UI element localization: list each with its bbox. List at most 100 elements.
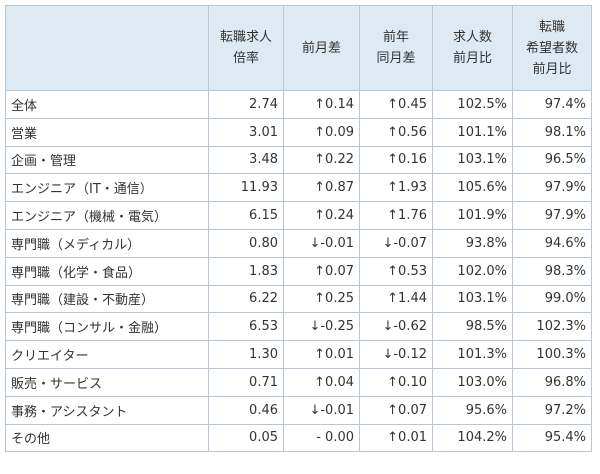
header-line: 前月差 bbox=[301, 40, 341, 56]
cell-category: クリエイター bbox=[5, 340, 209, 369]
table-row: 全体 2.74 ↑0.14 ↑0.45 102.5% 97.4% bbox=[5, 90, 592, 119]
cell-openings-mom: 101.1% bbox=[432, 117, 513, 147]
cell-openings-mom: 101.9% bbox=[432, 201, 513, 230]
cell-mom-diff: ↑0.09 bbox=[283, 117, 360, 147]
cell-transfer-ratio: 11.93 bbox=[208, 173, 284, 203]
cell-openings-mom: 93.8% bbox=[432, 228, 513, 258]
cell-mom-diff: ↑0.04 bbox=[283, 367, 360, 397]
table-body: 全体 2.74 ↑0.14 ↑0.45 102.5% 97.4% 営業 3.01 ↑0.09 ↑0… bbox=[5, 90, 592, 453]
cell-yoy-diff: ↑1.44 bbox=[359, 284, 433, 314]
header-line: 希望者数 bbox=[525, 40, 578, 56]
cell-mom-diff: - 0.00 bbox=[283, 423, 360, 453]
cell-applicants-mom: 94.6% bbox=[512, 228, 592, 258]
cell-category: 販売・サービス bbox=[5, 367, 209, 397]
cell-applicants-mom: 97.4% bbox=[512, 90, 592, 119]
cell-category: 専門職（化学・食品） bbox=[5, 256, 209, 286]
header-line: 前月比 bbox=[452, 51, 492, 66]
cell-openings-mom: 98.5% bbox=[432, 312, 513, 342]
cell-applicants-mom: 97.9% bbox=[512, 201, 592, 230]
cell-category: 営業 bbox=[5, 117, 209, 147]
cell-applicants-mom: 98.3% bbox=[512, 256, 592, 286]
header-line: 転職求人 bbox=[219, 30, 272, 45]
cell-yoy-diff: ↑0.10 bbox=[359, 367, 433, 397]
cell-yoy-diff: ↑0.53 bbox=[359, 256, 433, 286]
cell-yoy-diff: ↓-0.07 bbox=[359, 228, 433, 258]
cell-transfer-ratio: 6.15 bbox=[208, 201, 284, 230]
table-row: 専門職（コンサル・金融） 6.53 ↓-0.25 ↓-0.62 98.5% 102.3% bbox=[5, 312, 592, 342]
table-row: 販売・サービス 0.71 ↑0.04 ↑0.10 103.0% 96.8% bbox=[5, 367, 592, 397]
cell-applicants-mom: 100.3% bbox=[512, 340, 592, 369]
header-category bbox=[5, 5, 209, 91]
header-line: 同月差 bbox=[376, 51, 416, 66]
cell-applicants-mom: 99.0% bbox=[512, 284, 592, 314]
cell-mom-diff: ↑0.22 bbox=[283, 145, 360, 175]
table-row: 営業 3.01 ↑0.09 ↑0.56 101.1% 98.1% bbox=[5, 117, 592, 147]
cell-category: 事務・アシスタント bbox=[5, 395, 209, 425]
cell-applicants-mom: 102.3% bbox=[512, 312, 592, 342]
cell-mom-diff: ↑0.25 bbox=[283, 284, 360, 314]
cell-applicants-mom: 97.9% bbox=[512, 173, 592, 203]
table-row: 事務・アシスタント 0.46 ↓-0.01 ↑0.07 95.6% 97.2% bbox=[5, 395, 592, 425]
cell-yoy-diff: ↑0.07 bbox=[359, 395, 433, 425]
cell-openings-mom: 105.6% bbox=[432, 173, 513, 203]
cell-openings-mom: 104.2% bbox=[432, 423, 513, 453]
cell-category: エンジニア（機械・電気） bbox=[5, 201, 209, 230]
table-row: 専門職（建設・不動産） 6.22 ↑0.25 ↑1.44 103.1% 99.0% bbox=[5, 284, 592, 314]
header-yoy-diff: 前年 同月差 bbox=[359, 5, 433, 91]
cell-category: 専門職（メディカル） bbox=[5, 228, 209, 258]
cell-yoy-diff: ↑0.45 bbox=[359, 90, 433, 119]
cell-category: エンジニア（IT・通信） bbox=[5, 173, 209, 203]
cell-yoy-diff: ↓-0.62 bbox=[359, 312, 433, 342]
header-line: 転職 bbox=[538, 19, 565, 35]
cell-mom-diff: ↑0.24 bbox=[283, 201, 360, 230]
cell-category: 全体 bbox=[5, 90, 209, 119]
cell-applicants-mom: 98.1% bbox=[512, 117, 592, 147]
table-header: 転職求人 倍率 前月差 前年 同月差 求人数 前月比 転職 希望者数 前月比 bbox=[5, 5, 592, 91]
cell-transfer-ratio: 3.48 bbox=[208, 145, 284, 175]
cell-category: 専門職（建設・不動産） bbox=[5, 284, 209, 314]
table-row: エンジニア（IT・通信） 11.93 ↑0.87 ↑1.93 105.6% 97.9% bbox=[5, 173, 592, 203]
cell-openings-mom: 95.6% bbox=[432, 395, 513, 425]
cell-transfer-ratio: 6.22 bbox=[208, 284, 284, 314]
cell-yoy-diff: ↑1.76 bbox=[359, 201, 433, 230]
cell-mom-diff: ↑0.14 bbox=[283, 90, 360, 119]
cell-mom-diff: ↑0.87 bbox=[283, 173, 360, 203]
table-row: 専門職（化学・食品） 1.83 ↑0.07 ↑0.53 102.0% 98.3% bbox=[5, 256, 592, 286]
table-row: 企画・管理 3.48 ↑0.22 ↑0.16 103.1% 96.5% bbox=[5, 145, 592, 175]
cell-category: 専門職（コンサル・金融） bbox=[5, 312, 209, 342]
header-applicants-mom: 転職 希望者数 前月比 bbox=[512, 5, 592, 91]
cell-openings-mom: 102.0% bbox=[432, 256, 513, 286]
header-openings-mom: 求人数 前月比 bbox=[432, 5, 513, 91]
cell-category: その他 bbox=[5, 423, 209, 453]
header-row: 転職求人 倍率 前月差 前年 同月差 求人数 前月比 転職 希望者数 前月比 bbox=[5, 5, 592, 91]
cell-transfer-ratio: 1.83 bbox=[208, 256, 284, 286]
cell-transfer-ratio: 0.80 bbox=[208, 228, 284, 258]
cell-transfer-ratio: 1.30 bbox=[208, 340, 284, 369]
cell-yoy-diff: ↑0.16 bbox=[359, 145, 433, 175]
header-transfer-ratio: 転職求人 倍率 bbox=[208, 5, 284, 91]
cell-openings-mom: 102.5% bbox=[432, 90, 513, 119]
cell-transfer-ratio: 0.05 bbox=[208, 423, 284, 453]
cell-transfer-ratio: 2.74 bbox=[208, 90, 284, 119]
job-ratio-table: 転職求人 倍率 前月差 前年 同月差 求人数 前月比 転職 希望者数 前月比 全体 2.74 ↑0.1… bbox=[5, 5, 592, 453]
cell-mom-diff: ↑0.01 bbox=[283, 340, 360, 369]
cell-mom-diff: ↓-0.01 bbox=[283, 228, 360, 258]
table-row: エンジニア（機械・電気） 6.15 ↑0.24 ↑1.76 101.9% 97.9% bbox=[5, 201, 592, 230]
cell-yoy-diff: ↑1.93 bbox=[359, 173, 433, 203]
cell-applicants-mom: 95.4% bbox=[512, 423, 592, 453]
cell-yoy-diff: ↑0.56 bbox=[359, 117, 433, 147]
header-line: 求人数 bbox=[452, 30, 492, 45]
header-line: 前年 bbox=[382, 30, 409, 45]
table-row: クリエイター 1.30 ↑0.01 ↓-0.12 101.3% 100.3% bbox=[5, 340, 592, 369]
table-row: 専門職（メディカル） 0.80 ↓-0.01 ↓-0.07 93.8% 94.6% bbox=[5, 228, 592, 258]
cell-yoy-diff: ↓-0.12 bbox=[359, 340, 433, 369]
table-row: その他 0.05- 0.00 ↑0.01 104.2% 95.4% bbox=[5, 423, 592, 453]
header-line: 前月比 bbox=[532, 61, 572, 77]
cell-openings-mom: 103.1% bbox=[432, 284, 513, 314]
cell-openings-mom: 103.1% bbox=[432, 145, 513, 175]
header-line: 倍率 bbox=[232, 51, 259, 66]
header-mom-diff: 前月差 bbox=[283, 5, 360, 91]
cell-mom-diff: ↑0.07 bbox=[283, 256, 360, 286]
cell-applicants-mom: 96.8% bbox=[512, 367, 592, 397]
cell-category: 企画・管理 bbox=[5, 145, 209, 175]
